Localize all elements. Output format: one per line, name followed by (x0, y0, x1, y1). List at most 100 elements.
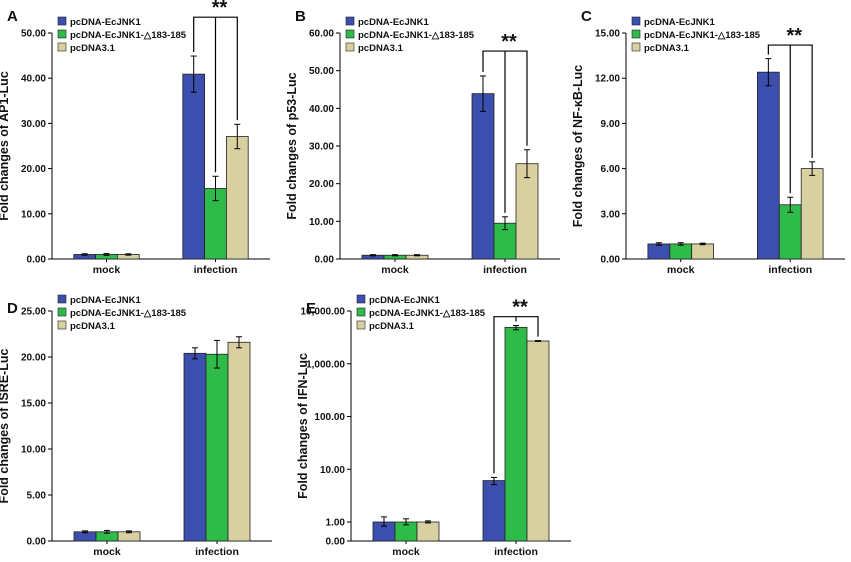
bar-infection-1 (778, 204, 802, 260)
panel-label-c: C (581, 8, 592, 25)
significance-label: ** (212, 0, 228, 19)
panel-label-a: A (7, 8, 18, 25)
y-tick-label: 25.00 (21, 307, 46, 318)
y-tick-label: 1.00 (326, 518, 346, 529)
y-tick-label: 100.00 (314, 412, 345, 423)
y-tick-label: 0.00 (27, 255, 47, 266)
legend-swatch (57, 307, 67, 317)
y-tick-label: 0.00 (326, 537, 346, 548)
y-tick-label: 30.00 (21, 119, 46, 130)
legend-swatch (356, 320, 366, 330)
y-tick-label: 20.00 (309, 179, 334, 190)
legend-label: pcDNA3.1 (369, 321, 415, 332)
bar-infection-2 (225, 136, 249, 260)
x-tick-label: infection (194, 264, 238, 276)
x-tick-label: infection (768, 264, 812, 276)
legend-swatch (356, 307, 366, 317)
legend-label: pcDNA-EcJNK1 (358, 17, 429, 28)
panel-label-e: E (306, 300, 316, 317)
y-tick-label: 3.00 (601, 209, 621, 220)
panel-label-d: D (7, 300, 18, 317)
x-tick-label: infection (483, 264, 527, 276)
y-tick-label: 50.00 (21, 29, 46, 40)
panel-b: B Fold changes of p53-Luc 0.00 10.00 20.00 30… (285, 8, 560, 276)
y-tick-label: 10.00 (320, 465, 345, 476)
y-tick-label: 40.00 (21, 74, 46, 85)
legend-label: pcDNA-EcJNK1 (644, 17, 715, 28)
bar-mock-0 (647, 243, 671, 260)
bar-infection-2 (227, 341, 251, 542)
y-tick-label: 1,000.00 (306, 359, 345, 370)
y-tick-label: 10.00 (21, 445, 46, 456)
y-tick-label: 50.00 (309, 66, 334, 77)
legend-label: pcDNA3.1 (70, 321, 116, 332)
legend-swatch (345, 42, 355, 52)
panel-e: E Fold changes of IFN-Luc 0.00 1.00 10.00 100… (296, 294, 571, 558)
y-tick-label: 9.00 (601, 119, 621, 130)
y-tick-label: 10.00 (21, 209, 46, 220)
y-tick-label: 0.00 (27, 537, 47, 548)
y-tick-label: 0.00 (601, 255, 621, 266)
bar-infection-0 (182, 73, 206, 260)
legend-swatch (345, 29, 355, 39)
panel-label-b: B (295, 8, 306, 25)
x-tick-label: mock (667, 264, 695, 276)
y-axis-label: Fold changes of IFN-Luc (296, 353, 310, 499)
significance-label: ** (501, 31, 517, 53)
legend-swatch (631, 16, 641, 26)
y-tick-label: 40.00 (309, 104, 334, 115)
significance-bracket (493, 316, 539, 474)
legend-label: pcDNA-EcJNK1 (369, 295, 440, 306)
y-tick-label: 0.00 (315, 255, 335, 266)
significance-bracket (767, 44, 813, 158)
y-tick-label: 6.00 (601, 164, 621, 175)
panel-d: D Fold changes of ISRE-Luc 0.00 5.00 10.00 15… (0, 294, 272, 558)
x-tick-label: mock (93, 264, 121, 276)
bar-infection-1 (205, 353, 229, 542)
bar-infection-0 (757, 71, 780, 260)
y-tick-label: 20.00 (21, 164, 46, 175)
y-tick-label: 10,000.00 (301, 307, 346, 318)
legend-swatch (631, 29, 641, 39)
y-tick-label: 15.00 (595, 29, 620, 40)
x-tick-label: infection (195, 546, 239, 558)
legend-label: pcDNA-EcJNK1-△183-185 (644, 30, 761, 41)
legend-swatch (57, 294, 67, 304)
legend-swatch (57, 16, 67, 26)
legend-swatch (345, 16, 355, 26)
panel-c: C Fold changes of NF-κB-Luc 0.00 3.00 6.00 9.… (571, 8, 845, 276)
y-tick-label: 15.00 (21, 399, 46, 410)
y-tick-label: 60.00 (309, 29, 334, 40)
legend-label: pcDNA-EcJNK1-△183-185 (70, 30, 187, 41)
y-tick-label: 30.00 (309, 142, 334, 153)
bar-infection-0 (471, 93, 495, 260)
bar-mock-2 (691, 243, 715, 260)
legend-label: pcDNA-EcJNK1-△183-185 (369, 308, 486, 319)
x-tick-label: mock (392, 546, 420, 558)
bar-infection-2 (526, 340, 550, 542)
legend-swatch (631, 42, 641, 52)
y-axis-label: Fold changes of NF-κB-Luc (571, 65, 585, 228)
significance-label: ** (512, 297, 528, 319)
bar-infection-0 (482, 480, 506, 542)
significance-label: ** (786, 25, 802, 47)
legend-label: pcDNA-EcJNK1 (70, 17, 141, 28)
legend-swatch (356, 294, 366, 304)
y-tick-label: 5.00 (27, 491, 47, 502)
legend-label: pcDNA-EcJNK1 (70, 295, 141, 306)
legend-label: pcDNA3.1 (358, 43, 404, 54)
bar-mock-1 (669, 243, 693, 260)
legend-label: pcDNA3.1 (644, 43, 690, 54)
x-tick-label: mock (381, 264, 409, 276)
bar-infection-0 (183, 352, 207, 542)
y-axis-label: Fold changes of AP1-Luc (0, 71, 11, 221)
legend-swatch (57, 320, 67, 330)
bar-infection-1 (504, 326, 528, 542)
bar-mock-2 (416, 521, 440, 542)
x-tick-label: infection (494, 546, 538, 558)
legend-label: pcDNA-EcJNK1-△183-185 (70, 308, 187, 319)
legend-swatch (57, 42, 67, 52)
y-axis-label: Fold changes of p53-Luc (285, 72, 299, 219)
bar-infection-2 (800, 168, 824, 260)
